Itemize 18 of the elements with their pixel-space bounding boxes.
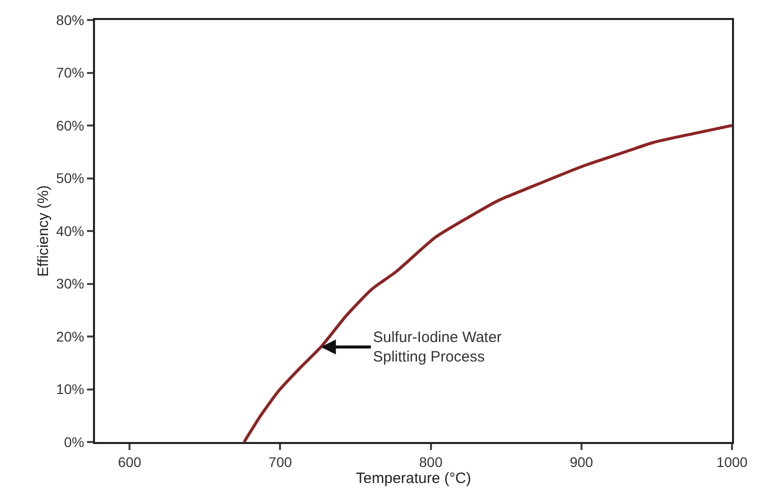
y-tick-label: 70% bbox=[56, 64, 84, 81]
y-tick-label: 50% bbox=[56, 170, 84, 186]
x-tick-label: 700 bbox=[268, 454, 292, 470]
y-axis-title: Efficiency (%) bbox=[34, 185, 52, 277]
x-tick-label: 600 bbox=[118, 454, 142, 470]
y-tick-label: 10% bbox=[56, 381, 84, 398]
y-tick-label: 40% bbox=[56, 222, 84, 239]
y-tick-label: 80% bbox=[56, 12, 84, 28]
annotation: Sulfur-Iodine Water Splitting Process bbox=[373, 329, 502, 366]
y-tick-label: 20% bbox=[56, 328, 84, 344]
x-tick-label: 1000 bbox=[716, 454, 748, 470]
line-series bbox=[242, 124, 732, 442]
y-tick-label: 0% bbox=[64, 434, 84, 450]
x-tick-label: 900 bbox=[570, 454, 594, 470]
x-tick-label: 800 bbox=[419, 454, 443, 470]
y-tick-label: 60% bbox=[56, 117, 84, 134]
y-tick-label: 30% bbox=[56, 276, 84, 292]
x-axis-title: Temperature (°C) bbox=[356, 470, 472, 487]
